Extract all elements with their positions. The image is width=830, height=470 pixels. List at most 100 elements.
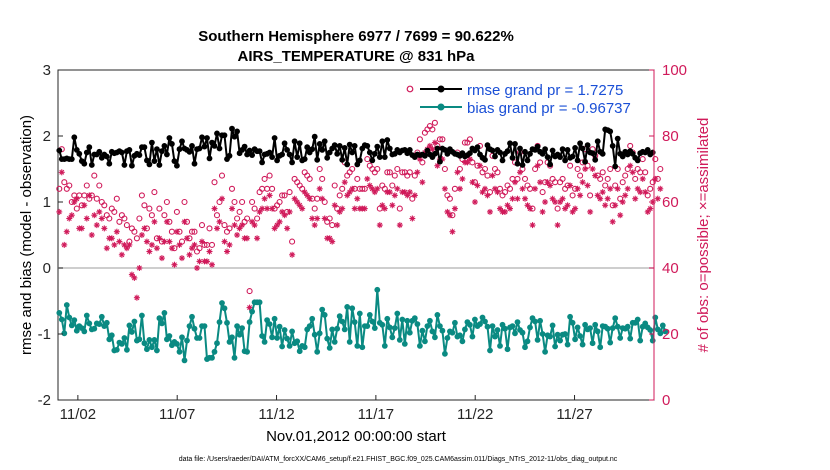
bias-point xyxy=(239,325,246,331)
assimilated-obs-point xyxy=(166,238,173,245)
bias-point xyxy=(442,350,448,357)
assimilated-obs-point xyxy=(456,185,463,192)
assimilated-obs-point xyxy=(141,225,148,232)
rmse-point xyxy=(199,134,205,141)
assimilated-obs-point xyxy=(519,185,526,192)
assimilated-obs-point xyxy=(374,185,381,192)
rmse-point xyxy=(159,148,165,155)
possible-obs-point xyxy=(339,185,346,192)
assimilated-obs-point xyxy=(226,241,233,248)
assimilated-obs-point xyxy=(426,142,433,149)
bias-point xyxy=(216,319,223,325)
rmse-point xyxy=(514,160,521,167)
bias-point xyxy=(324,335,331,342)
legend-rmse-label: rmse grand pr = 1.7275 xyxy=(467,82,623,99)
bias-point xyxy=(396,337,403,343)
bias-point xyxy=(66,314,73,321)
rmse-point xyxy=(204,135,210,141)
rmse-point xyxy=(522,148,528,155)
assimilated-obs-point xyxy=(176,241,183,248)
rmse-point xyxy=(129,162,135,169)
assimilated-obs-point xyxy=(146,248,153,255)
rmse-point xyxy=(229,125,235,132)
assimilated-obs-point xyxy=(642,189,649,196)
assimilated-obs-point xyxy=(446,212,453,219)
rmse-point xyxy=(211,143,218,149)
assimilated-obs-point xyxy=(502,208,508,215)
possible-obs-point xyxy=(486,189,494,196)
possible-obs-point xyxy=(331,182,338,189)
assimilated-obs-point xyxy=(291,195,298,202)
rmse-point xyxy=(512,141,518,147)
bias-point xyxy=(432,334,438,341)
assimilated-obs-point xyxy=(269,205,276,212)
possible-obs-point xyxy=(494,169,501,176)
bias-point xyxy=(542,348,548,355)
x-axis-label: Nov.01,2012 00:00:00 start xyxy=(266,428,447,445)
rmse-point xyxy=(319,147,326,153)
rmse-point xyxy=(271,135,278,141)
bias-point xyxy=(149,344,155,351)
assimilated-obs-point xyxy=(236,225,243,232)
assimilated-obs-point xyxy=(81,202,88,209)
assimilated-obs-point xyxy=(116,238,123,245)
bias-point xyxy=(103,319,110,326)
bias-point xyxy=(554,331,561,338)
possible-obs-point xyxy=(289,238,296,245)
bias-point xyxy=(314,348,321,355)
possible-obs-point xyxy=(188,228,196,235)
possible-obs-point xyxy=(244,215,251,222)
data-file-footnote: data file: /Users/raeder/DAI/ATM_forcXX/… xyxy=(179,456,618,463)
assimilated-obs-point xyxy=(249,218,256,225)
possible-obs-point xyxy=(249,198,256,206)
bias-point xyxy=(236,331,243,338)
assimilated-obs-point xyxy=(409,215,416,222)
bias-point xyxy=(346,339,353,345)
bias-point xyxy=(607,339,614,346)
rmse-point xyxy=(321,138,328,145)
possible-obs-point xyxy=(406,169,413,176)
bias-point xyxy=(306,323,313,329)
rmse-point xyxy=(294,154,301,161)
rmse-point xyxy=(241,143,248,150)
bias-point xyxy=(547,333,553,340)
possible-obs-point xyxy=(569,192,576,199)
assimilated-obs-point xyxy=(111,241,118,248)
assimilated-obs-point xyxy=(389,202,396,209)
assimilated-obs-point xyxy=(136,265,143,271)
bias-point xyxy=(482,318,488,325)
bias-point xyxy=(196,335,203,341)
possible-obs-point xyxy=(141,202,148,209)
assimilated-obs-point xyxy=(301,189,308,196)
assimilated-obs-point xyxy=(279,208,286,215)
possible-obs-point xyxy=(208,241,216,248)
possible-obs-point xyxy=(148,212,155,219)
bias-point xyxy=(156,315,163,322)
rmse-point xyxy=(607,128,614,135)
rmse-series xyxy=(56,125,656,170)
left-tick-label: 1 xyxy=(43,194,51,211)
bias-point xyxy=(121,335,128,341)
assimilated-obs-point xyxy=(161,238,168,245)
possible-obs-point xyxy=(201,241,208,248)
right-tick-label: 0 xyxy=(662,392,670,409)
assimilated-obs-point xyxy=(454,169,461,176)
bias-point xyxy=(449,329,456,336)
bias-point xyxy=(63,302,70,308)
assimilated-obs-point xyxy=(459,175,466,182)
bias-point xyxy=(174,341,180,347)
bias-point xyxy=(489,323,496,329)
bias-point xyxy=(462,326,468,333)
bias-point xyxy=(624,323,631,330)
bias-point xyxy=(266,321,273,327)
assimilated-obs-point xyxy=(71,199,78,205)
assimilated-obs-point xyxy=(486,208,493,215)
rmse-point xyxy=(544,154,551,161)
rmse-point xyxy=(331,142,338,149)
assimilated-obs-point xyxy=(196,258,203,265)
bias-point xyxy=(537,317,543,324)
assimilated-obs-point xyxy=(369,185,376,192)
assimilated-obs-point xyxy=(614,185,621,192)
assimilated-obs-point xyxy=(286,208,293,215)
bias-point xyxy=(637,337,644,344)
